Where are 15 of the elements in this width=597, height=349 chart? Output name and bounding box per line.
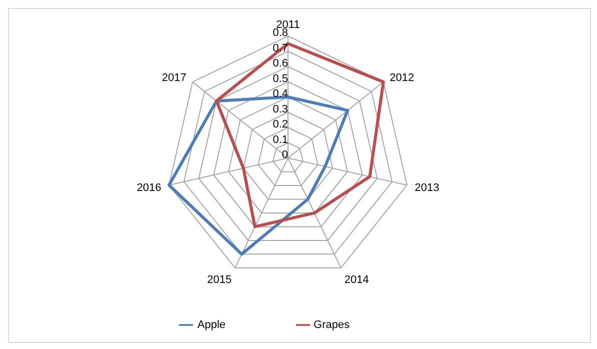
spoke-label: 2014 — [344, 274, 369, 286]
spoke-label: 2017 — [162, 72, 186, 84]
legend-label: Apple — [197, 318, 226, 331]
y-tick-label: 0.2 — [272, 118, 288, 130]
y-tick-label: 0.1 — [272, 134, 288, 146]
y-tick-label: 0.3 — [272, 103, 288, 116]
y-tick-label: 0.6 — [272, 58, 288, 70]
legend-label: Grapes — [314, 318, 350, 331]
spoke-label: 2016 — [136, 182, 162, 194]
y-tick-label: 0 — [282, 149, 288, 161]
spoke-label: 2013 — [414, 182, 440, 194]
spoke-label: 2015 — [207, 274, 232, 286]
y-tick-label: 0.5 — [272, 72, 288, 85]
spoke-label: 2012 — [390, 72, 414, 84]
y-tick-label: 0.8 — [272, 27, 288, 39]
